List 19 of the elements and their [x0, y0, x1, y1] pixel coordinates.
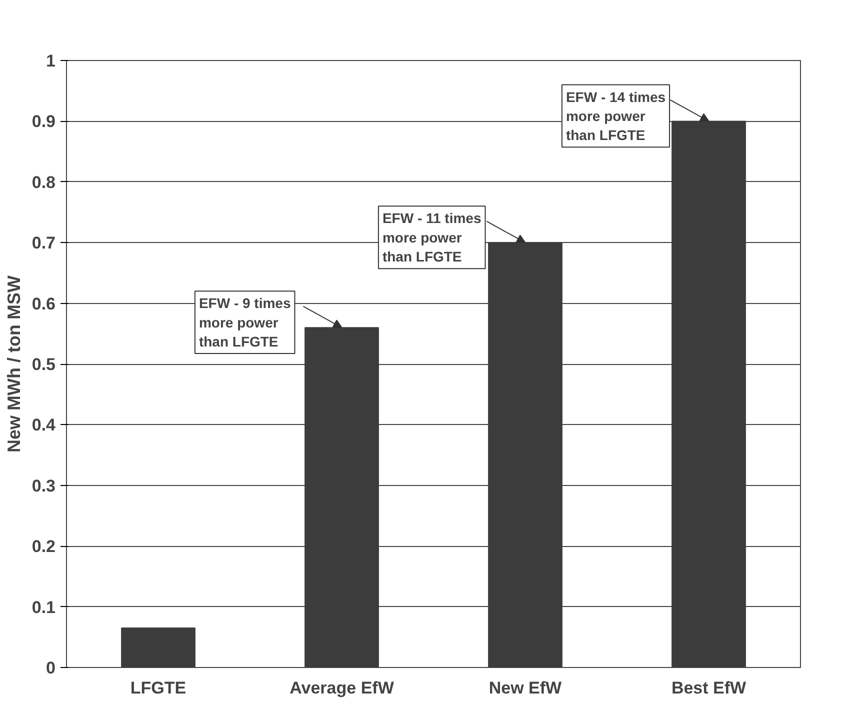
y-tick-label: 0.8 [32, 172, 56, 192]
y-tick-label: 0.6 [32, 294, 56, 314]
y-tick-label: 0 [46, 658, 56, 678]
x-tick-label: New EfW [488, 678, 563, 698]
y-tick-label: 0.2 [32, 537, 56, 556]
y-tick-label: 0.3 [32, 476, 56, 496]
annotation: EFW - 11 times more power than LFGTE [382, 210, 482, 265]
x-tick-label: Average EfW [290, 678, 395, 698]
y-tick-label: 0.5 [32, 355, 56, 374]
x-tick-label: LFGTE [130, 678, 186, 698]
annotation: EFW - 9 times more power than LFGTE [198, 295, 291, 350]
y-axis-title: New MWh / ton MSW [4, 276, 24, 452]
y-tick-label: 0.9 [32, 112, 56, 132]
y-tick-label: 0.7 [32, 234, 56, 253]
y-tick-label: 0.1 [32, 598, 56, 617]
annotation: EFW - 14 times more power than LFGTE [566, 88, 666, 144]
y-tick-label: 1 [46, 52, 56, 70]
y-tick-label: 0.4 [32, 416, 56, 435]
x-tick-label: Best EfW [671, 678, 748, 698]
